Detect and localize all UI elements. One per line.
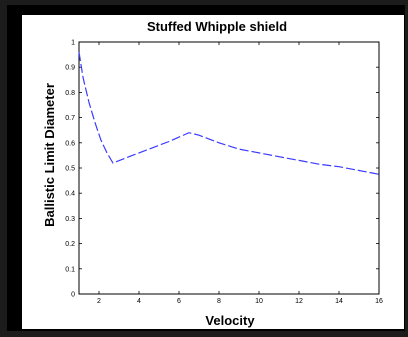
series-line — [78, 52, 380, 175]
y-tick-label: 1 — [71, 40, 75, 47]
x-tick-label: 4 — [137, 298, 141, 305]
plot-area — [78, 41, 380, 295]
image-frame: Stuffed Whipple shield Ballistic Limit D… — [7, 5, 405, 331]
y-tick-label: 0.8 — [65, 90, 75, 97]
y-axis-label: Ballistic Limit Diameter — [42, 83, 57, 227]
y-tick-label: 0.6 — [65, 140, 75, 147]
x-axis-label: Velocity — [205, 313, 255, 328]
y-tick-label: 0.1 — [65, 266, 75, 273]
x-tick-label: 6 — [177, 298, 181, 305]
axis-ticks: 2 4 6 8 10 12 14 16 0 0.1 0.2 0.3 0.4 0.5 0.6 0.7 0.8 0.9… — [65, 40, 383, 306]
ballistic-limit-chart: Stuffed Whipple shield Ballistic Limit D… — [42, 19, 383, 328]
x-tick-label: 2 — [97, 298, 101, 305]
y-tick-label: 0.4 — [65, 191, 75, 198]
x-tick-label: 10 — [255, 298, 263, 305]
x-tick-label: 12 — [295, 298, 303, 305]
y-tick-label: 0.2 — [65, 241, 75, 248]
y-tick-label: 0.3 — [65, 216, 75, 223]
x-tick-label: 14 — [335, 298, 343, 305]
x-tick-label: 16 — [375, 298, 383, 305]
y-tick-label: 0.9 — [65, 65, 75, 72]
y-tick-label: 0.5 — [65, 166, 75, 173]
y-tick-label: 0.7 — [65, 115, 75, 122]
x-tick-label: 8 — [217, 298, 221, 305]
y-tick-label: 0 — [71, 292, 75, 299]
chart-title: Stuffed Whipple shield — [147, 19, 287, 34]
figure-panel: Stuffed Whipple shield Ballistic Limit D… — [22, 15, 404, 329]
